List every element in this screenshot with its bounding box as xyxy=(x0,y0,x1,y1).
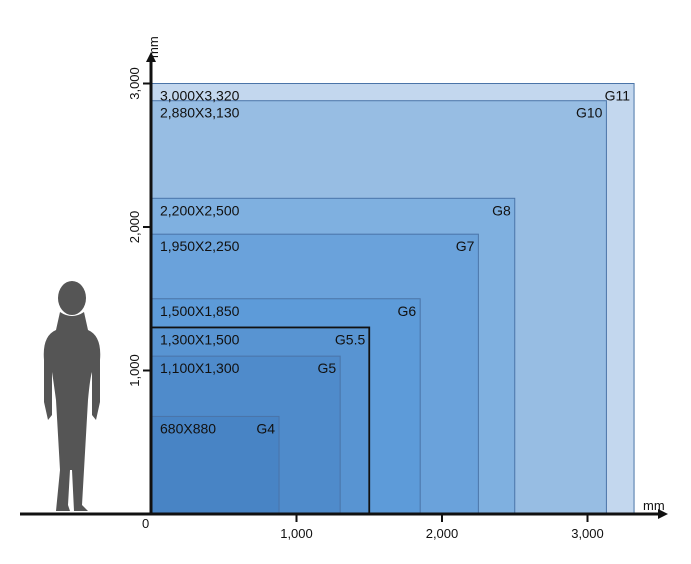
gen-label-g10: G10 xyxy=(576,105,603,121)
y-tick-label-3000: 3,000 xyxy=(127,67,142,100)
size-label-g4: 680X880 xyxy=(160,420,216,436)
size-label-g6: 1,500X1,850 xyxy=(160,303,240,319)
size-label-g8: 2,200X2,500 xyxy=(160,202,240,218)
generation-labels: 3,000X3,320 G11 2,880X3,130 G10 2,200X2,500 G… xyxy=(160,88,630,437)
y-unit-label: mm xyxy=(146,36,161,58)
y-tick-label-2000: 2,000 xyxy=(127,211,142,244)
generation-rectangles xyxy=(150,83,635,515)
x-axis-arrow-icon xyxy=(658,509,668,519)
axis-ticks: 1,000 2,000 3,000 1,000 2,000 3,000 xyxy=(127,67,604,541)
human-silhouette-icon xyxy=(43,281,101,511)
x-tick-label-1000: 1,000 xyxy=(280,526,313,541)
size-label-g10: 2,880X3,130 xyxy=(160,105,240,121)
gen-label-g11: G11 xyxy=(605,88,631,104)
size-label-g5: 1,100X1,300 xyxy=(160,360,240,376)
gen-label-g5-5: G5.5 xyxy=(335,331,366,347)
rect-g4 xyxy=(150,415,280,515)
origin-label: 0 xyxy=(142,516,149,531)
y-tick-label-1000: 1,000 xyxy=(127,354,142,387)
size-label-g5-5: 1,300X1,500 xyxy=(160,331,240,347)
axes xyxy=(20,52,668,519)
y-axis-arrow-icon xyxy=(146,52,156,62)
x-tick-label-3000: 3,000 xyxy=(571,526,604,541)
size-label-g11: 3,000X3,320 xyxy=(160,88,240,104)
gen-label-g6: G6 xyxy=(397,303,416,319)
x-tick-label-2000: 2,000 xyxy=(426,526,459,541)
gen-label-g4: G4 xyxy=(256,420,275,436)
size-label-g7: 1,950X2,250 xyxy=(160,238,240,254)
gen-label-g5: G5 xyxy=(317,360,336,376)
gen-label-g7: G7 xyxy=(456,238,475,254)
x-unit-label: mm xyxy=(643,498,665,513)
gen-label-g8: G8 xyxy=(492,202,511,218)
